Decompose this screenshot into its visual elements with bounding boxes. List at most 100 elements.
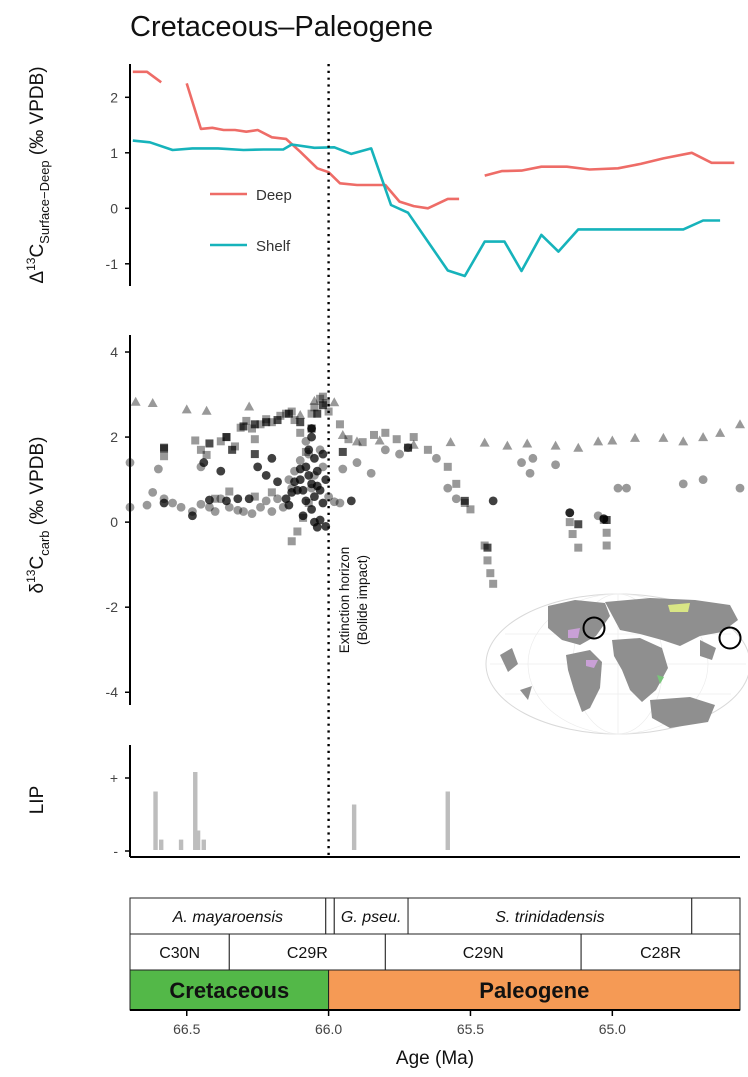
square-point [316,394,325,403]
circle-point [318,449,328,459]
figure-title: Cretaceous–Paleogene [130,11,433,43]
circle-point [298,511,308,521]
square-point [460,496,469,505]
square-point [225,487,234,496]
square-point [574,543,583,552]
square-point [409,433,418,442]
lip-ytick-label: - [113,843,118,859]
magnetochrons-label: C28R [640,945,681,962]
delta-ytick-label: 1 [110,145,118,161]
square-point [574,520,583,529]
delta-ytick-label: -1 [106,256,119,272]
carb-ytick-label: 4 [110,344,118,360]
circle-point [148,487,158,497]
carb-ytick-label: -4 [106,684,119,700]
circle-point [307,432,316,442]
square-point [250,435,259,444]
square-point [276,411,285,420]
circle-point [395,449,404,459]
circle-point [205,502,214,512]
square-point [307,409,316,418]
circle-point [142,500,152,510]
square-point [568,530,577,539]
circle-point [125,502,135,512]
square-point [287,537,296,546]
triangle-point [522,438,533,448]
periods-cell [328,969,741,1011]
circle-point [443,483,453,493]
circle-point [304,470,314,480]
circle-point [380,445,390,455]
carb-ytick-label: 0 [110,514,118,530]
ylabel-part: (‰ VPDB) [27,66,48,160]
triangle-point [201,405,212,415]
circle-point [301,496,311,506]
legend-label-deep: Deep [256,187,292,204]
circle-point [153,464,163,474]
circle-point [451,494,461,504]
triangle-point [181,404,192,414]
triangle-point [573,442,584,452]
map-lip-1 [568,628,580,638]
extinction-label: Extinction horizon (Bolide impact) [337,547,370,654]
lip-bar [153,791,158,850]
circle-point [525,468,535,478]
triangle-point [147,398,158,408]
square-point [250,420,259,429]
square-point [160,452,169,461]
circle-point [233,494,243,504]
ylabel-sub: carb [37,530,52,555]
square-point [452,479,461,488]
map-graticule [490,593,746,735]
delta-ylabel: Δ13CSurface−Deep (‰ VPDB) [24,66,52,283]
square-point [404,443,413,452]
circle-point [528,453,538,463]
square-point [296,428,305,437]
circle-point [261,496,271,506]
lip-panel: +- LIP [27,745,740,859]
circle-point [159,498,169,508]
periods-label: Cretaceous [169,978,289,1003]
square-point [602,516,611,524]
world-map-inset [485,593,748,735]
square-point [338,447,347,456]
triangle-point [337,429,348,439]
circle-point [335,498,345,508]
circle-point [565,508,575,518]
line-deep [132,70,162,84]
circle-point [233,505,243,515]
square-point [381,428,390,437]
circle-point [210,507,220,516]
triangle-point [479,437,490,447]
square-point [483,556,492,565]
triangle-point [678,436,689,446]
circle-point [312,481,322,491]
circle-point [281,494,291,504]
line-deep [185,83,460,210]
circle-point [432,453,441,463]
square-point [250,492,259,501]
x-tick-label: 66.5 [173,1021,200,1037]
circle-point [735,483,745,493]
circle-point [551,460,560,470]
triangle-point [735,419,745,429]
map-site-marker-2 [718,626,742,650]
ylabel-part: Δ [27,271,48,284]
square-point [443,462,452,471]
square-point [489,579,498,588]
square-point [160,443,169,452]
triangle-point [550,440,561,450]
ylabel-part: C [27,244,48,258]
circle-point [273,477,282,487]
delta-lines [132,70,735,278]
magnetochrons-label: C29N [463,945,504,962]
circle-point [312,466,322,476]
ylabel-sup: 13 [24,257,38,271]
zones-label: A. mayaroensis [172,909,283,926]
triangle-point [309,395,320,405]
circle-point [287,487,297,497]
square-point [248,424,256,433]
square-point [256,420,265,429]
square-point [483,543,492,552]
circle-point [295,456,305,465]
